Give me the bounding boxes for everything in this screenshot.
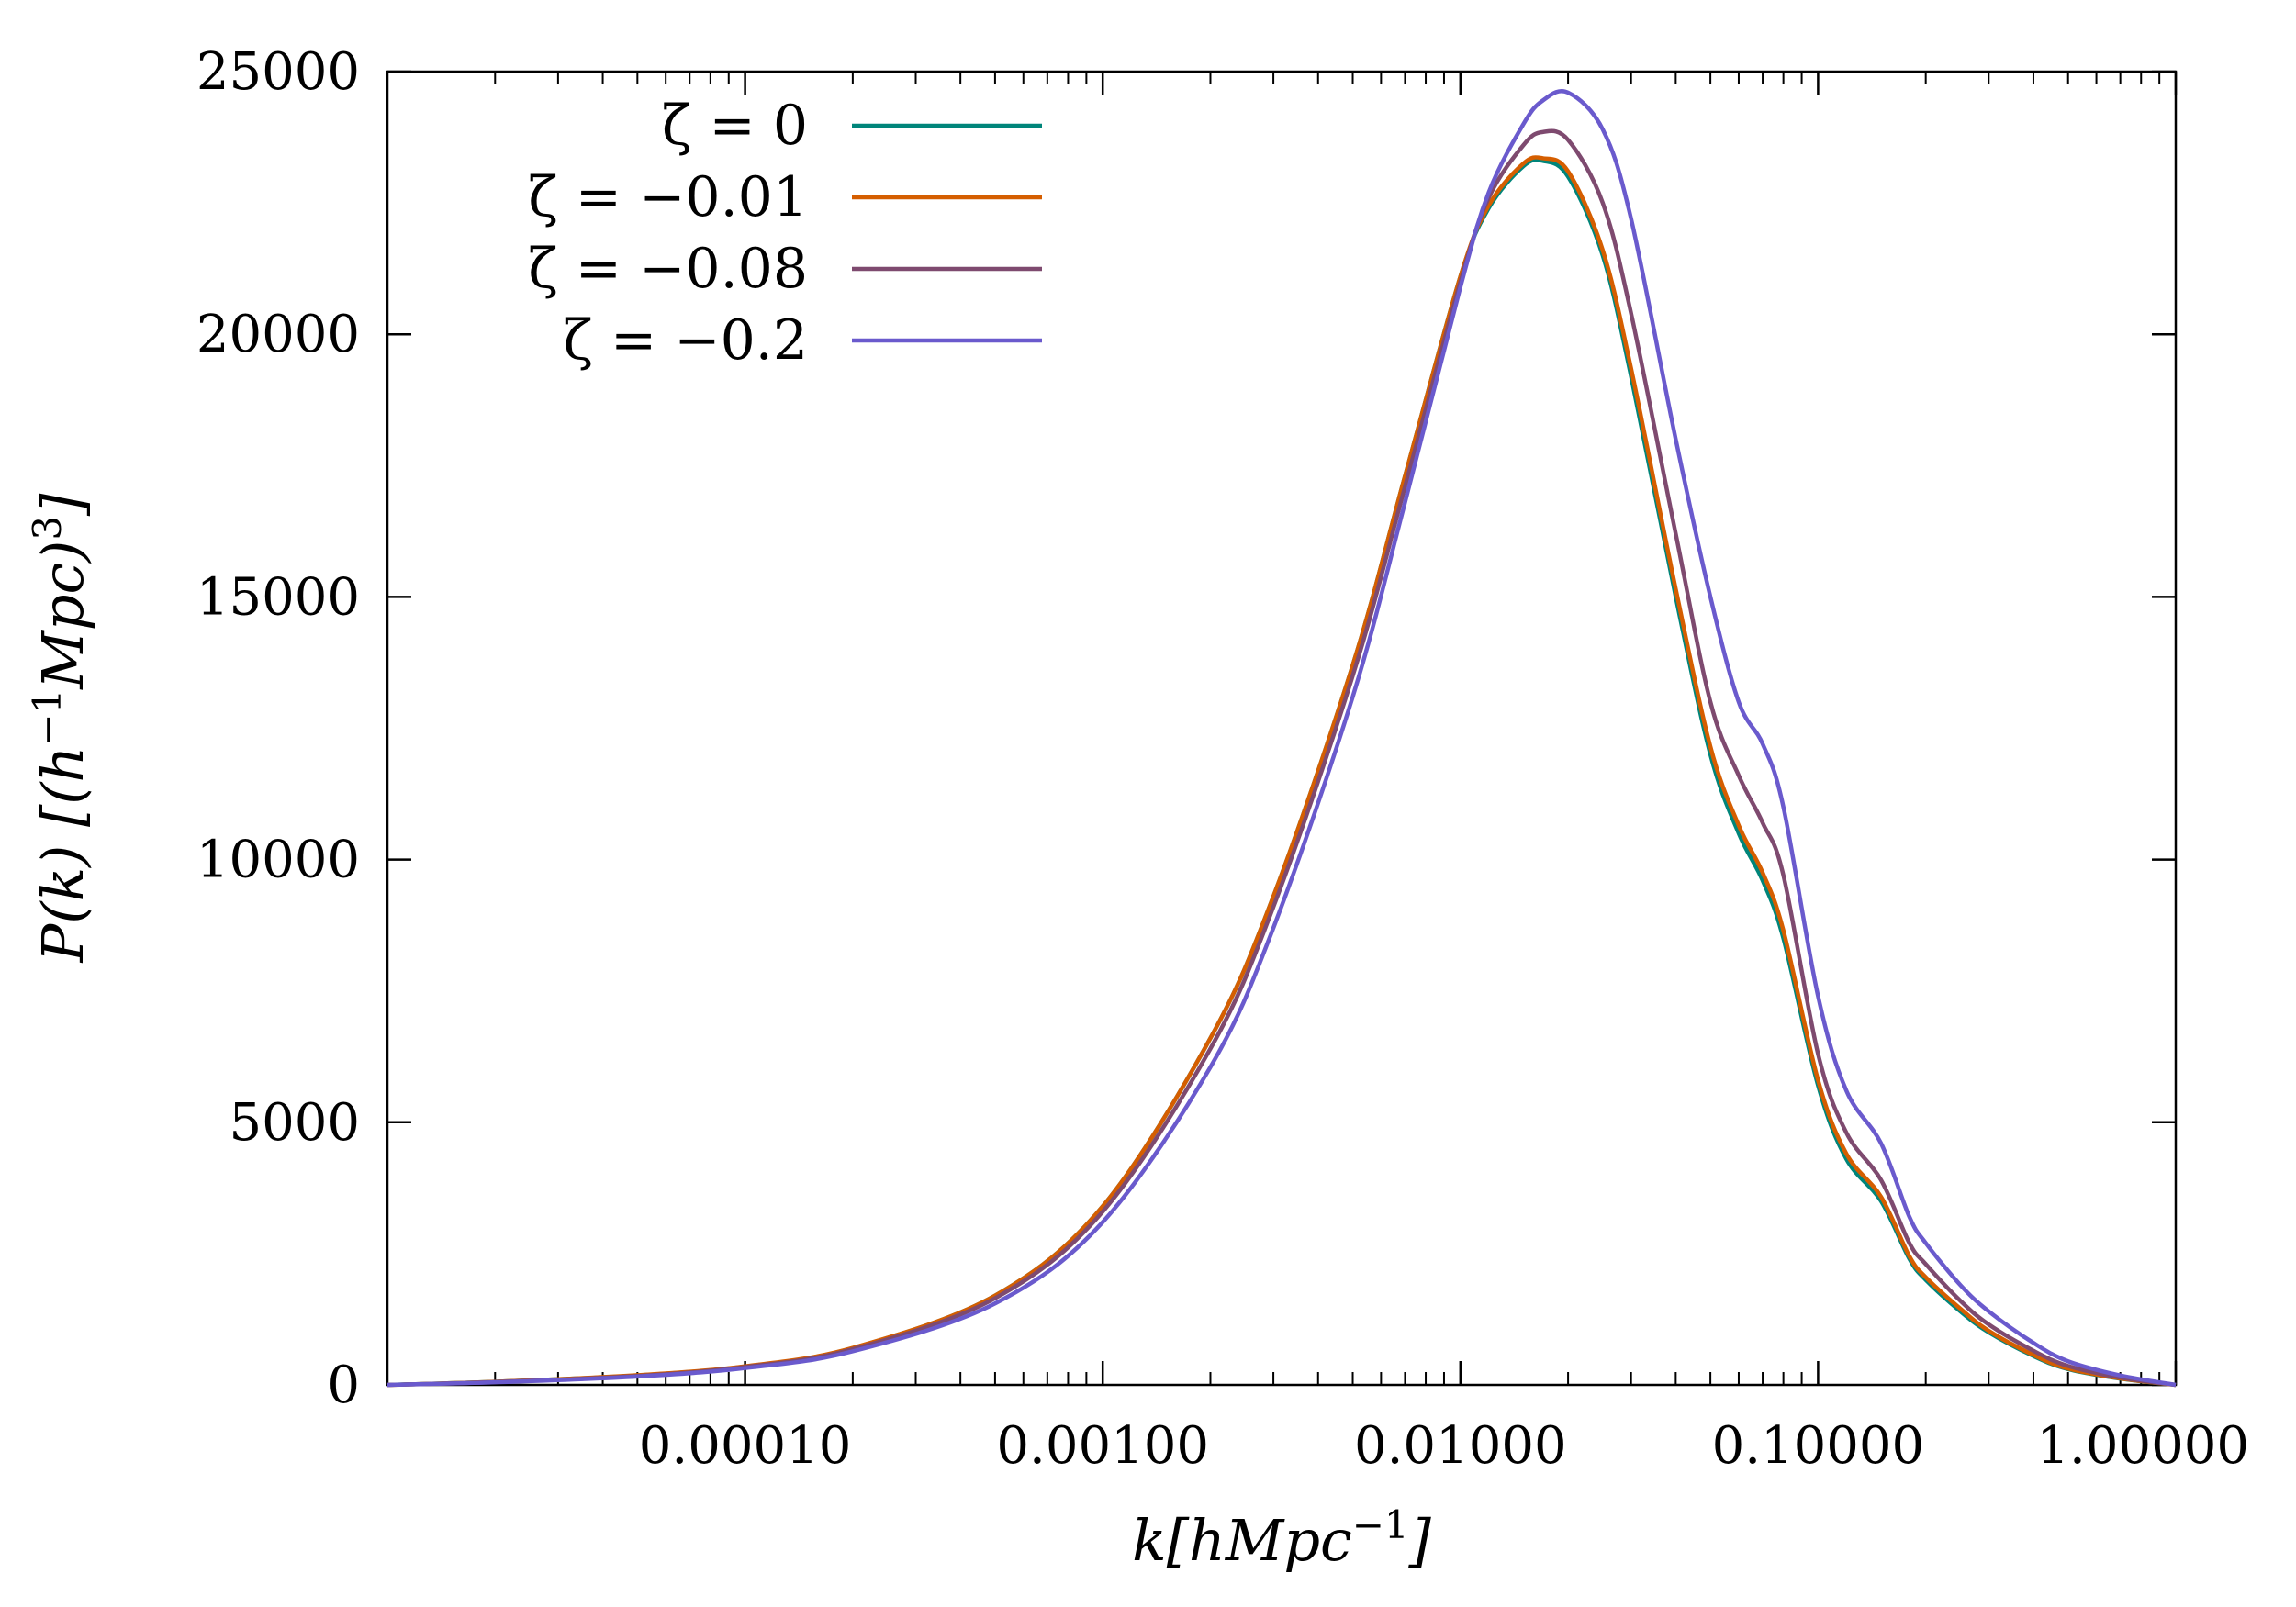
axis-tick-labels: 0 5000 10000 15000 20000 25000 0.00010 0.00100 0… [196, 42, 2249, 1476]
series-lines [386, 88, 2177, 1388]
y-tick-label: 20000 [196, 305, 360, 364]
legend-label-3: ζ = −0.2 [563, 308, 808, 373]
x-axis-label: k[hMpc−1] [1132, 1502, 1432, 1575]
axis-ticks [387, 70, 2178, 1387]
x-tick-label: 0.01000 [1354, 1416, 1567, 1476]
x-tick-label: 0.00100 [996, 1416, 1209, 1476]
y-tick-label: 10000 [196, 831, 360, 890]
x-tick-label: 0.10000 [1712, 1416, 1925, 1476]
y-tick-label: 25000 [196, 42, 360, 102]
y-tick-label: 0 [327, 1356, 360, 1415]
y-axis-label: P(k) [(h−1Mpc)3] [25, 493, 97, 963]
legend: ζ = 0 ζ = −0.01 ζ = −0.08 ζ = −0.2 [528, 94, 1042, 373]
series-line-3 [386, 88, 2177, 1388]
legend-label-2: ζ = −0.08 [528, 237, 808, 301]
y-tick-label: 15000 [196, 567, 360, 627]
series-line-1 [386, 155, 2177, 1388]
x-tick-label: 0.00010 [639, 1416, 852, 1476]
series-line-2 [386, 128, 2177, 1388]
x-tick-label: 1.00000 [2036, 1416, 2249, 1476]
y-tick-label: 5000 [229, 1093, 360, 1153]
legend-label-0: ζ = 0 [662, 94, 808, 158]
legend-label-1: ζ = −0.01 [528, 165, 808, 229]
plot-frame [386, 70, 2178, 1387]
